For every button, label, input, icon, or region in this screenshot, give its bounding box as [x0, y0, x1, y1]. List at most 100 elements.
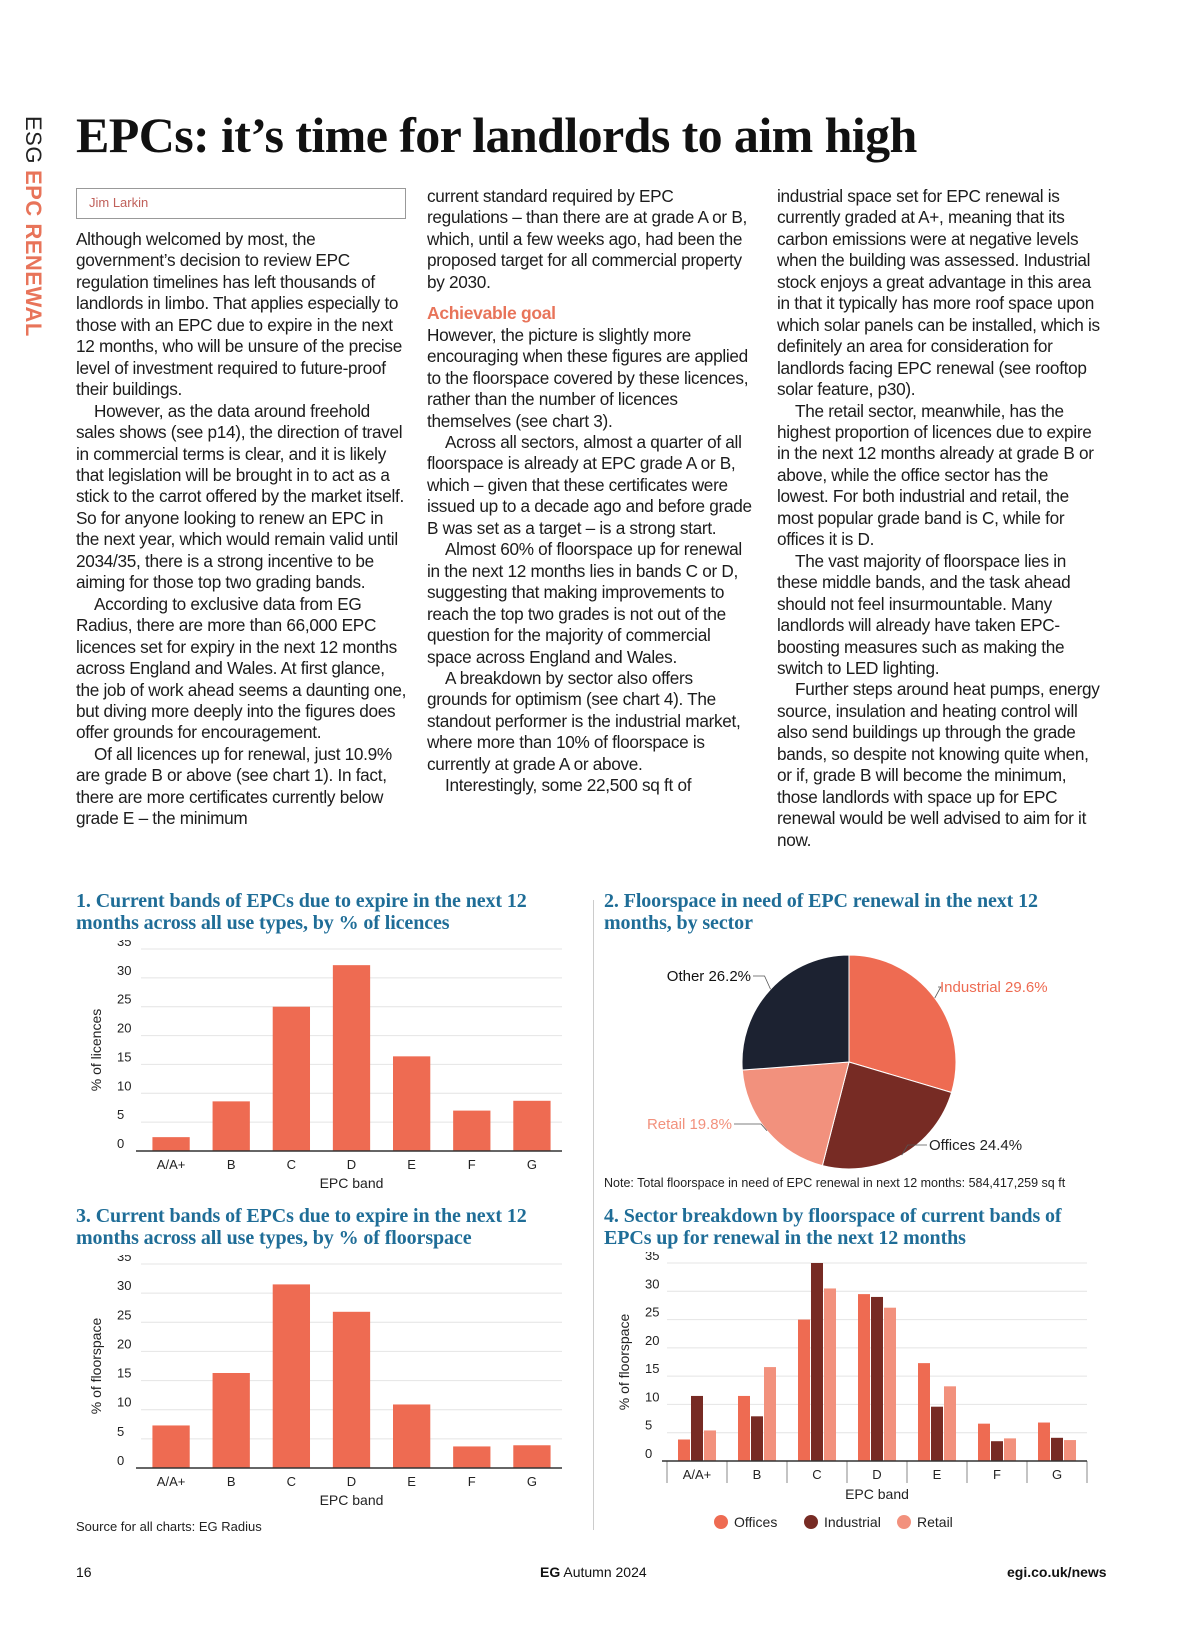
article-column-2: current standard required by EPC regulat…	[427, 186, 757, 797]
paragraph: Of all licences up for renewal, just 10.…	[76, 743, 392, 829]
x-tick-label: A/A+	[157, 1157, 186, 1172]
chart1-title: 1. Current bands of EPCs due to expire i…	[76, 890, 527, 934]
y-tick-label: 35	[117, 1255, 131, 1264]
pie-leader-line	[934, 986, 942, 999]
paragraph: current standard required by EPC regulat…	[427, 186, 747, 292]
bar-offices-aa	[678, 1439, 690, 1461]
x-axis-title: EPC band	[320, 1492, 384, 1508]
paragraph: The vast majority of floorspace lies in …	[777, 550, 1071, 678]
chart4-grouped-bar-chart: 0 5 10 15 20 25 30 35 A/A+ B C D E F G EPC band % of flo…	[616, 1252, 1088, 1530]
x-tick-label: E	[933, 1467, 942, 1482]
bar-retail-b	[764, 1367, 776, 1461]
legend-swatch-industrial	[804, 1515, 818, 1529]
x-tick-label: F	[993, 1467, 1001, 1482]
bar-b	[212, 1101, 250, 1151]
x-tick-label: A/A+	[157, 1474, 186, 1489]
y-tick-label: 5	[645, 1418, 652, 1433]
x-tick-label: B	[227, 1474, 236, 1489]
pie-leader-line	[734, 1123, 768, 1131]
bar-retail-f	[1004, 1438, 1016, 1461]
x-tick-label: G	[527, 1474, 537, 1489]
y-tick-label: 0	[117, 1136, 124, 1151]
section-prefix: ESG	[21, 116, 46, 164]
bar-retail-c	[824, 1288, 836, 1461]
y-tick-label: 15	[645, 1361, 659, 1376]
page-number: 16	[76, 1564, 92, 1580]
chart1-bar-chart: 0 5 10 15 20 25 30 35 A/A+ B C D E F G EPC band % of lic…	[88, 940, 562, 1191]
section-label: EPC RENEWAL	[21, 169, 46, 337]
bar-d	[332, 965, 371, 1151]
y-tick-label: 20	[117, 1021, 131, 1036]
bar-g	[513, 1100, 551, 1151]
pie-slice-other	[741, 954, 850, 1071]
issue-date: Autumn 2024	[563, 1564, 647, 1580]
x-tick-label: A/A+	[683, 1467, 712, 1482]
x-tick-label: B	[753, 1467, 762, 1482]
bar-industrial-aa	[691, 1395, 703, 1461]
x-tick-label: G	[527, 1157, 537, 1172]
bar-industrial-f	[991, 1441, 1003, 1461]
y-tick-label: 30	[117, 963, 131, 978]
legend-swatch-retail	[897, 1515, 911, 1529]
bar-retail-d	[884, 1307, 896, 1461]
y-tick-label: 30	[645, 1276, 659, 1291]
legend-label-retail: Retail	[917, 1514, 953, 1530]
issue-label: EG Autumn 2024	[540, 1564, 647, 1580]
bar-offices-c	[798, 1319, 810, 1461]
y-tick-label: 25	[117, 992, 131, 1007]
bar-offices-f	[978, 1423, 990, 1461]
y-tick-label: 35	[645, 1252, 659, 1263]
chart2-note: Note: Total floorspace in need of EPC re…	[604, 1176, 1066, 1190]
bar-c	[272, 1006, 311, 1151]
bar-industrial-b	[751, 1416, 763, 1461]
subheading: Achievable goal	[427, 303, 556, 324]
chart-source: Source for all charts: EG Radius	[76, 1519, 262, 1534]
bar-offices-d	[858, 1294, 870, 1461]
x-tick-label: C	[287, 1157, 296, 1172]
x-tick-label: C	[287, 1474, 296, 1489]
legend-swatch-offices	[714, 1515, 728, 1529]
x-tick-label: D	[347, 1157, 356, 1172]
x-axis-title: EPC band	[320, 1175, 384, 1191]
chart3-bar-chart: 0 5 10 15 20 25 30 35 A/A+ B C D E F G EPC band % of flo…	[88, 1255, 562, 1508]
y-tick-label: 10	[645, 1389, 659, 1404]
bar-b	[212, 1372, 250, 1468]
y-tick-label: 35	[117, 940, 131, 949]
x-tick-label: F	[468, 1157, 476, 1172]
y-axis-title: % of floorspace	[88, 1318, 104, 1415]
pie-leader-line	[753, 975, 771, 990]
paragraph: However, as the data around freehold sal…	[76, 400, 404, 593]
y-tick-label: 15	[117, 1366, 131, 1381]
paragraph: Across all sectors, almost a quarter of …	[427, 431, 752, 538]
x-axis-title: EPC band	[845, 1486, 909, 1502]
footer-url[interactable]: egi.co.uk/news	[1007, 1564, 1107, 1580]
legend-label-offices: Offices	[734, 1514, 777, 1530]
x-tick-label: E	[407, 1157, 416, 1172]
y-tick-label: 15	[117, 1049, 131, 1064]
y-axis-title: % of licences	[88, 1009, 104, 1091]
paragraph: According to exclusive data from EG Radi…	[76, 593, 407, 743]
paragraph: Almost 60% of floorspace up for renewal …	[427, 539, 742, 667]
headline: EPCs: it’s time for landlords to aim hig…	[76, 107, 917, 163]
bar-retail-aa	[704, 1430, 716, 1461]
x-tick-label: E	[407, 1474, 416, 1489]
legend-label-industrial: Industrial	[824, 1514, 881, 1530]
bar-offices-g	[1038, 1422, 1050, 1461]
x-tick-label: D	[347, 1474, 356, 1489]
y-tick-label: 0	[117, 1453, 124, 1468]
chart2-title: 2. Floorspace in need of EPC renewal in …	[604, 890, 1038, 934]
bar-d	[332, 1311, 371, 1468]
pie-leader-line	[901, 1144, 927, 1156]
bar-f	[453, 1446, 491, 1468]
bar-aa	[152, 1425, 190, 1468]
y-tick-label: 20	[645, 1333, 659, 1348]
pie-label-other: Other 26.2%	[667, 968, 751, 985]
section-tag: ESG EPC RENEWAL	[20, 116, 46, 337]
bar-retail-g	[1064, 1440, 1076, 1461]
bar-offices-e	[918, 1363, 930, 1461]
bar-offices-b	[738, 1395, 750, 1461]
y-tick-label: 10	[117, 1078, 131, 1093]
article-column-1: Although welcomed by most, the governmen…	[76, 229, 409, 830]
paragraph: Although welcomed by most, the governmen…	[76, 229, 402, 400]
pie-label-industrial: Industrial 29.6%	[940, 979, 1048, 996]
